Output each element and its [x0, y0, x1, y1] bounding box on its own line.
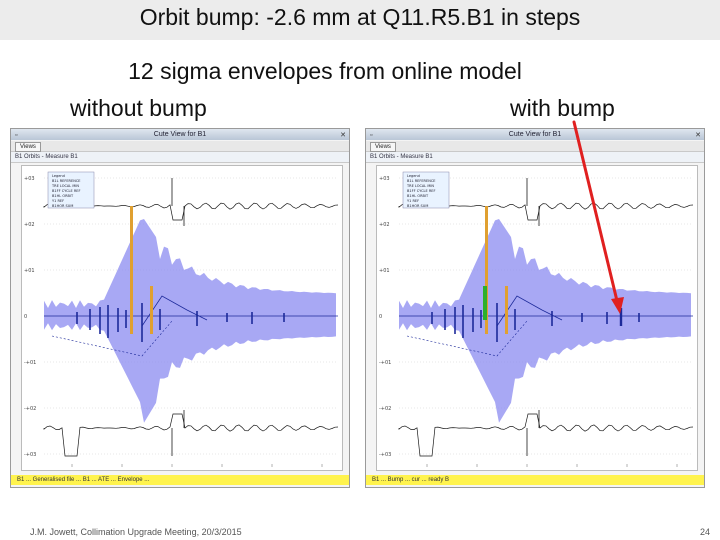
element-marker [485, 206, 488, 334]
element-marker [150, 286, 153, 334]
views-button[interactable]: Views [370, 142, 396, 152]
status-bar: B1 ... Generalised file ... B1 ... ATE .… [11, 475, 349, 485]
orbit-tab-row: B1 Orbits - Measure B1 [11, 152, 349, 163]
legend-entry: B1L REFERENCE [407, 179, 435, 183]
status-text: B1 ... Bump ... cur ... ready B [372, 477, 450, 483]
legend-entry: Y1 REF [52, 199, 64, 203]
minimize-icon[interactable]: ▫ [15, 132, 18, 139]
window-title: Cute View for B1 [153, 131, 207, 138]
element-marker [130, 206, 133, 334]
orbit-plot-right[interactable]: +03 +02 +01 0 -+01 -+02 -+03 Legend B1L REFERENC… [376, 165, 698, 471]
close-icon[interactable]: ✕ [695, 132, 701, 139]
bump-marker [483, 286, 487, 320]
cute-view-window-left: ▫ Cute View for B1 ✕ Views B1 Orbits - M… [10, 128, 350, 488]
legend-entry: Legend [52, 174, 65, 178]
minimize-icon[interactable]: ▫ [370, 132, 373, 139]
slide-title: Orbit bump: -2.6 mm at Q11.R5.B1 in step… [139, 4, 581, 30]
label-with-bump: with bump [510, 95, 615, 121]
window-title-bar: ▫ Cute View for B1 ✕ [366, 129, 704, 140]
cute-view-window-right: ▫ Cute View for B1 ✕ Views B1 Orbits - M… [365, 128, 705, 488]
y-tick-label: 0 [24, 314, 27, 320]
y-tick-label: +02 [379, 222, 390, 228]
legend-box [402, 171, 450, 209]
orbit-tab[interactable]: B1 Orbits - Measure B1 [370, 154, 433, 160]
y-tick-label: -+01 [24, 360, 36, 366]
legend-entry: B1HL ORBIT [407, 194, 429, 198]
aperture-trace [398, 413, 694, 457]
toolbar: Views [366, 141, 704, 152]
status-bar: B1 ... Bump ... cur ... ready B [366, 475, 704, 485]
status-text: B1 ... Generalised file ... B1 ... ATE .… [17, 477, 150, 483]
y-tick-label: -+02 [379, 406, 391, 412]
aperture-trace [43, 413, 339, 457]
title-bar [0, 0, 720, 40]
views-button[interactable]: Views [15, 142, 41, 152]
legend-entry: B1HOR SUM [407, 204, 428, 208]
envelope-area [399, 219, 691, 423]
orbit-tab-row: B1 Orbits - Measure B1 [366, 152, 704, 163]
slide-subtitle: 12 sigma envelopes from online model [128, 58, 522, 84]
legend-entry: B1HOR SUM [52, 204, 73, 208]
orbit-dashed [51, 320, 173, 357]
orbit-plot-left[interactable]: +03 +02 +01 0 -+01 -+02 -+03 Legend B1L REFERENC… [21, 165, 343, 471]
y-tick-label: +02 [24, 222, 35, 228]
label-without-bump: without bump [70, 95, 207, 121]
legend-entry: Legend [407, 174, 420, 178]
legend-entry: Y1 REF [407, 199, 419, 203]
y-tick-label: -+03 [24, 452, 36, 458]
y-tick-label: -+02 [24, 406, 36, 412]
window-title-bar: ▫ Cute View for B1 ✕ [11, 129, 349, 140]
legend-entry: B1HL ORBIT [52, 194, 74, 198]
y-tick-label: 0 [379, 314, 382, 320]
y-tick-label: +01 [24, 268, 35, 274]
legend-entry: TRE LOCAL MIN [51, 184, 79, 188]
legend-entry: B1FF CYCLE REF [52, 189, 80, 193]
legend-entry: B1FF CYCLE REF [407, 189, 435, 193]
y-tick-label: +03 [24, 176, 35, 182]
envelope-area [44, 219, 336, 423]
y-tick-label: +01 [379, 268, 390, 274]
legend-entry: B1L REFERENCE [52, 179, 80, 183]
element-marker [505, 286, 508, 334]
legend-entry: TRE LOCAL MIN [406, 184, 434, 188]
close-icon[interactable]: ✕ [340, 132, 346, 139]
orbit-tab[interactable]: B1 Orbits - Measure B1 [15, 154, 78, 160]
y-tick-label: -+03 [379, 452, 391, 458]
page-number: 24 [700, 527, 711, 537]
y-tick-label: +03 [379, 176, 390, 182]
orbit-dashed [406, 320, 528, 357]
window-title: Cute View for B1 [508, 131, 562, 138]
y-tick-label: -+01 [379, 360, 391, 366]
toolbar: Views [11, 141, 349, 152]
legend-box [47, 171, 95, 209]
footer-credit: J.M. Jowett, Collimation Upgrade Meeting… [30, 527, 242, 537]
